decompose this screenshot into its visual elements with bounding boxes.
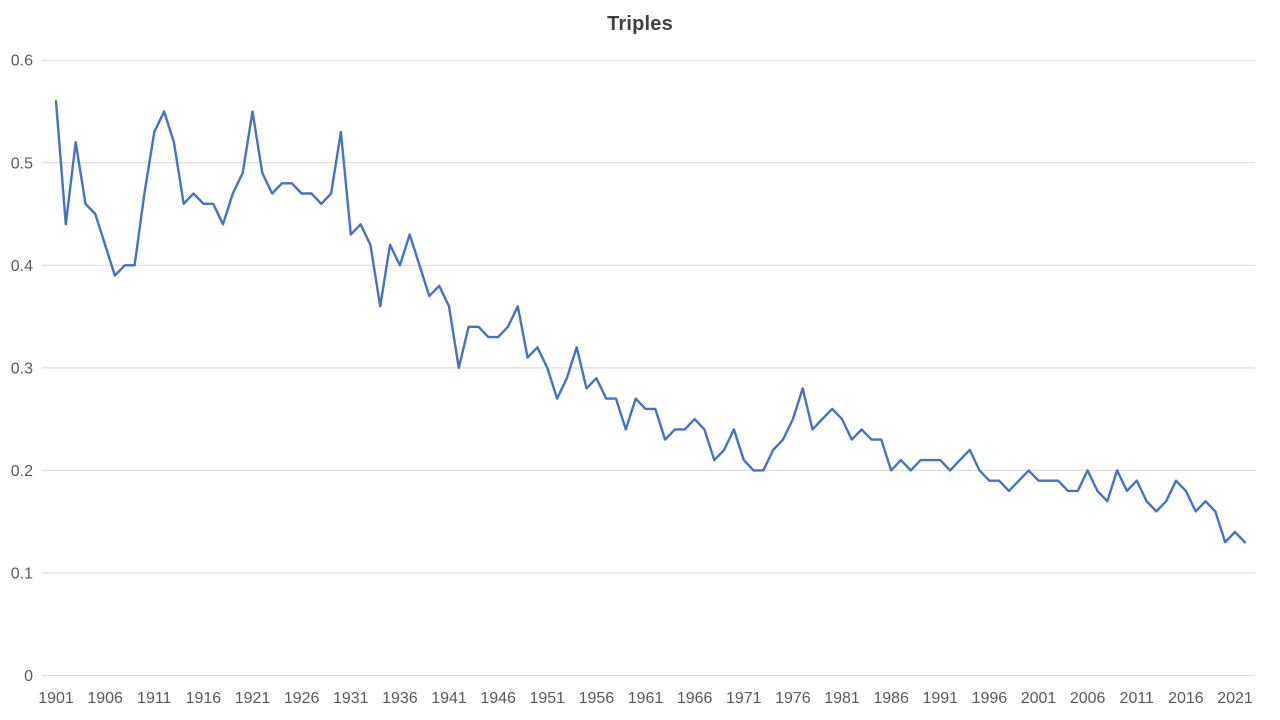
x-axis-tick-label: 1916 <box>186 690 222 707</box>
x-axis-tick-label: 1941 <box>431 690 467 707</box>
x-axis-tick-label: 1986 <box>873 690 909 707</box>
x-axis-tick-label: 1901 <box>38 690 74 707</box>
x-axis-tick-label: 1951 <box>529 690 565 707</box>
y-axis-tick-label: 0.5 <box>11 155 33 172</box>
y-axis-tick-label: 0 <box>24 668 33 685</box>
x-axis-tick-label: 1956 <box>579 690 615 707</box>
x-axis-tick-label: 1911 <box>137 690 172 707</box>
x-axis-tick-label: 1981 <box>824 690 860 707</box>
y-axis-tick-label: 0.3 <box>11 360 33 377</box>
x-axis-tick-label: 1971 <box>726 690 762 707</box>
x-axis-tick-label: 1976 <box>775 690 811 707</box>
x-axis-tick-label: 1961 <box>628 690 664 707</box>
x-axis-tick-label: 1921 <box>235 690 271 707</box>
x-axis-tick-label: 2006 <box>1070 690 1106 707</box>
y-axis-tick-label: 0.6 <box>11 53 33 70</box>
x-axis-tick-label: 1946 <box>480 690 516 707</box>
x-axis-tick-label: 1966 <box>677 690 713 707</box>
x-axis-tick-label: 2021 <box>1217 690 1253 707</box>
x-axis-tick-label: 1926 <box>284 690 320 707</box>
x-axis-tick-label: 1996 <box>972 690 1008 707</box>
x-axis-tick-label: 1936 <box>382 690 418 707</box>
x-axis-tick-label: 1906 <box>87 690 123 707</box>
y-axis-tick-label: 0.4 <box>11 258 33 275</box>
chart-title: Triples <box>607 13 673 35</box>
y-axis-tick-label: 0.1 <box>11 565 33 582</box>
x-axis-tick-label: 1991 <box>922 690 958 707</box>
x-axis-tick-label: 2016 <box>1168 690 1204 707</box>
x-axis-tick-label: 1931 <box>333 690 369 707</box>
x-axis-tick-label: 2011 <box>1120 690 1155 707</box>
x-axis-tick-label: 2001 <box>1021 690 1057 707</box>
triples-series-line <box>54 100 1246 544</box>
y-axis-tick-label: 0.2 <box>11 463 33 480</box>
